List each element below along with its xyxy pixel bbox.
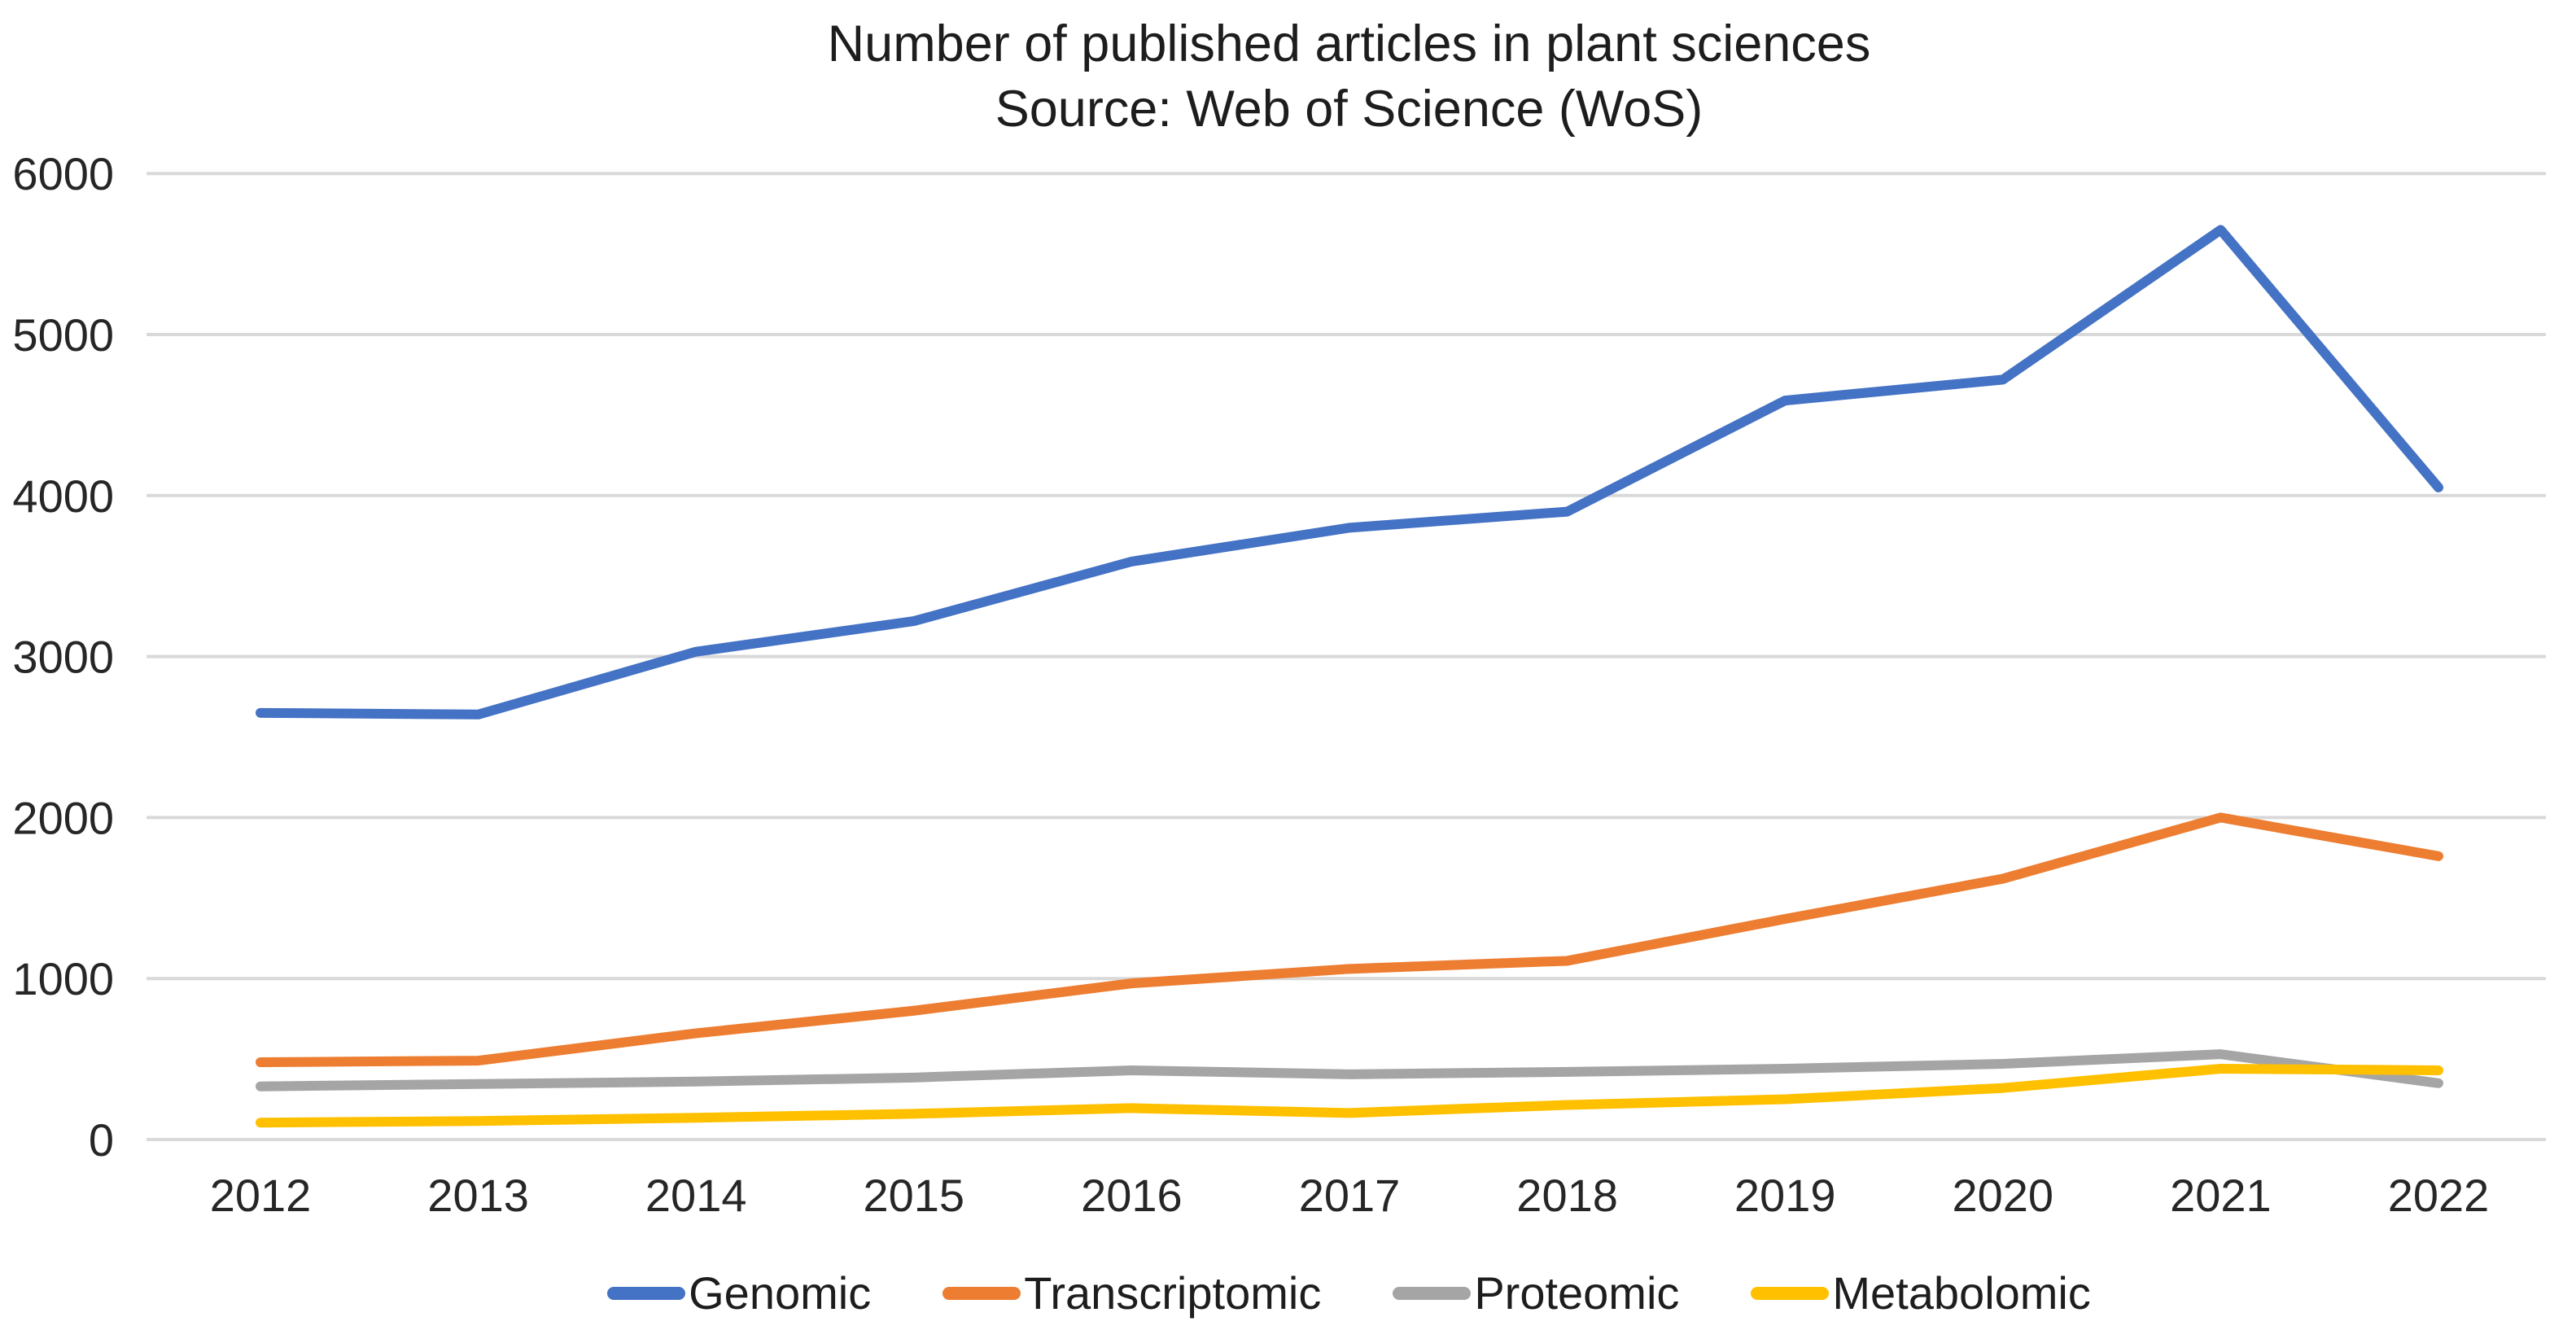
y-axis-tick-label: 4000 [12, 470, 114, 522]
y-axis-tick-label: 1000 [12, 953, 114, 1004]
y-axis-tick-label: 3000 [12, 632, 114, 683]
x-axis-tick-label: 2019 [1734, 1170, 1836, 1221]
legend-label: Proteomic [1474, 1267, 1680, 1319]
x-axis-tick-label: 2022 [2388, 1170, 2490, 1221]
series-line-genomic [256, 225, 2443, 720]
x-axis-tick-label: 2014 [645, 1170, 747, 1221]
chart-subtitle: Source: Web of Science (WoS) [995, 81, 1703, 138]
legend-swatch-icon [1751, 1286, 1830, 1300]
chart-title: Number of published articles in plant sc… [827, 15, 1871, 72]
y-axis-tick-label: 5000 [12, 309, 114, 361]
y-axis-tick-label: 0 [89, 1114, 114, 1166]
chart-title-block: Number of published articles in plant sc… [0, 11, 2576, 142]
legend-item-proteomic: Proteomic [1393, 1267, 1679, 1319]
legend-item-genomic: Genomic [607, 1267, 871, 1319]
legend-item-metabolomic: Metabolomic [1751, 1267, 2091, 1319]
legend-swatch-icon [942, 1286, 1021, 1300]
x-axis-tick-label: 2012 [210, 1170, 312, 1221]
y-axis-tick-label: 6000 [12, 148, 114, 199]
series-line-transcriptomic [256, 812, 2443, 1068]
legend-swatch-icon [1393, 1286, 1472, 1300]
x-axis-tick-label: 2018 [1516, 1170, 1618, 1221]
x-axis-tick-label: 2020 [1953, 1170, 2054, 1221]
legend-label: Metabolomic [1832, 1267, 2091, 1319]
x-axis-tick-label: 2017 [1299, 1170, 1401, 1221]
x-axis-tick-label: 2013 [427, 1170, 529, 1221]
x-axis-tick-label: 2021 [2170, 1170, 2272, 1221]
legend-label: Transcriptomic [1024, 1267, 1322, 1319]
series-line-proteomic [256, 1049, 2443, 1092]
legend-swatch-icon [607, 1286, 686, 1300]
legend-item-transcriptomic: Transcriptomic [942, 1267, 1321, 1319]
legend-label: Genomic [689, 1267, 872, 1319]
y-axis-tick-label: 2000 [12, 792, 114, 843]
legend: Genomic Transcriptomic Proteomic Metabolomi… [0, 1267, 2576, 1319]
x-axis-tick-label: 2016 [1081, 1170, 1183, 1221]
x-axis-tick-label: 2015 [864, 1170, 965, 1221]
series-line-metabolomic [256, 1063, 2443, 1128]
